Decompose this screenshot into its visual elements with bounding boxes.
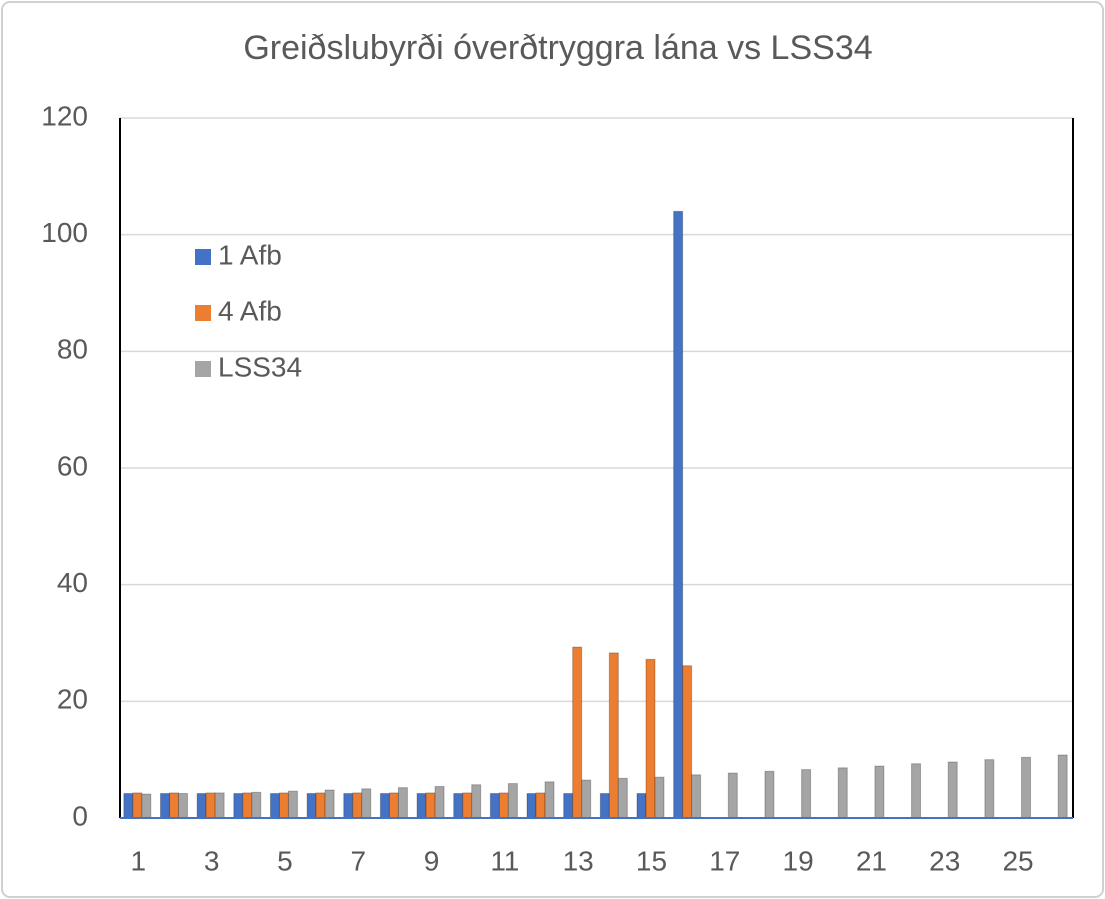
bar bbox=[801, 769, 812, 819]
legend-swatch bbox=[195, 249, 211, 265]
bar bbox=[278, 792, 289, 819]
bar bbox=[416, 793, 427, 819]
y-tick-label: 100 bbox=[41, 217, 88, 248]
x-tick-label: 23 bbox=[929, 845, 960, 876]
x-tick-label: 13 bbox=[563, 845, 594, 876]
legend-swatch bbox=[195, 305, 211, 321]
bar bbox=[874, 765, 885, 819]
x-tick-label: 17 bbox=[709, 845, 740, 876]
bar bbox=[324, 789, 335, 819]
y-tick-label: 20 bbox=[57, 684, 88, 715]
bar bbox=[123, 793, 134, 819]
x-tick-label: 25 bbox=[1002, 845, 1033, 876]
bar bbox=[1021, 756, 1032, 819]
legend-label: 1 Afb bbox=[218, 239, 282, 270]
chart-title: Greiðslubyrði óverðtryggra lána vs LSS34 bbox=[243, 29, 872, 67]
bar bbox=[352, 792, 363, 819]
bar bbox=[306, 793, 317, 819]
legend-label: LSS34 bbox=[218, 351, 302, 382]
y-tick-label: 0 bbox=[72, 800, 88, 831]
bar bbox=[214, 792, 225, 819]
legend-swatch bbox=[195, 361, 211, 377]
bar bbox=[177, 793, 188, 819]
bar bbox=[581, 779, 592, 819]
bar bbox=[911, 763, 922, 819]
bar bbox=[315, 792, 326, 819]
y-tick-label: 120 bbox=[41, 100, 88, 131]
x-tick-label: 11 bbox=[490, 845, 519, 876]
bar bbox=[636, 793, 647, 819]
bar bbox=[425, 792, 436, 819]
bar bbox=[764, 770, 775, 819]
bar bbox=[196, 793, 207, 819]
bar bbox=[947, 761, 958, 819]
x-tick-label: 15 bbox=[636, 845, 667, 876]
y-tick-label: 60 bbox=[57, 450, 88, 481]
bar bbox=[645, 658, 656, 819]
bar bbox=[251, 791, 262, 819]
bar bbox=[608, 652, 619, 819]
bar bbox=[233, 793, 244, 819]
bar bbox=[526, 793, 537, 819]
legend-label: 4 Afb bbox=[218, 295, 282, 326]
bar bbox=[388, 792, 399, 819]
y-tick-label: 40 bbox=[57, 567, 88, 598]
bar bbox=[563, 793, 574, 819]
bar bbox=[599, 793, 610, 819]
bar bbox=[727, 772, 738, 819]
bar bbox=[691, 774, 702, 819]
bar bbox=[535, 792, 546, 819]
bar bbox=[673, 210, 684, 819]
bar bbox=[205, 792, 216, 819]
bar bbox=[453, 793, 464, 819]
x-tick-label: 3 bbox=[204, 845, 220, 876]
bar bbox=[168, 792, 179, 819]
bar bbox=[269, 793, 280, 819]
bar bbox=[471, 784, 482, 819]
bar bbox=[489, 793, 500, 819]
x-tick-label: 5 bbox=[277, 845, 293, 876]
bar bbox=[682, 665, 693, 819]
bar bbox=[287, 790, 298, 819]
bar bbox=[242, 792, 253, 819]
bar bbox=[837, 767, 848, 819]
bar bbox=[397, 787, 408, 819]
bar bbox=[544, 781, 555, 819]
bar bbox=[1057, 754, 1068, 819]
bar bbox=[498, 792, 509, 819]
x-tick-label: 21 bbox=[856, 845, 887, 876]
bar bbox=[159, 793, 170, 819]
bar bbox=[141, 793, 152, 819]
bar bbox=[361, 788, 372, 819]
bar bbox=[379, 793, 390, 819]
bar bbox=[617, 777, 628, 819]
bar bbox=[434, 786, 445, 819]
bar bbox=[984, 759, 995, 819]
bar bbox=[507, 783, 518, 819]
x-tick-label: 9 bbox=[424, 845, 440, 876]
x-tick-label: 7 bbox=[350, 845, 366, 876]
bar bbox=[654, 776, 665, 819]
bar bbox=[462, 792, 473, 819]
bar bbox=[343, 793, 354, 819]
x-tick-label: 19 bbox=[783, 845, 814, 876]
x-tick-label: 1 bbox=[131, 845, 147, 876]
bar bbox=[132, 792, 143, 819]
bar bbox=[572, 646, 583, 819]
y-tick-label: 80 bbox=[57, 334, 88, 365]
